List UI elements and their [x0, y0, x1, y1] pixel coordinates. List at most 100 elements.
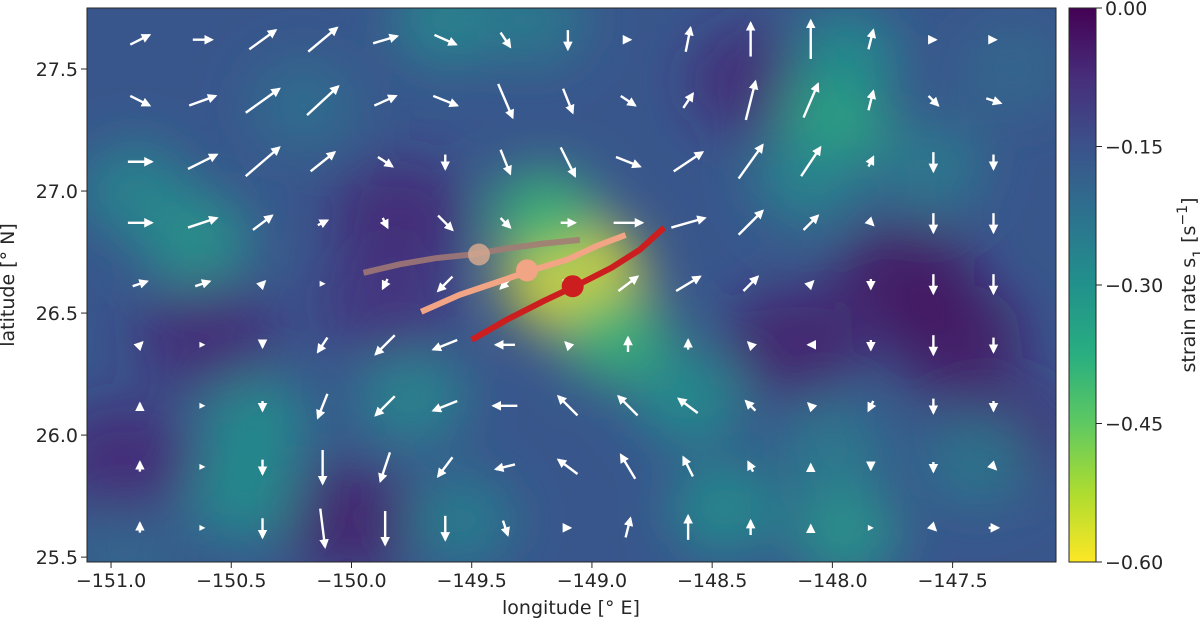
- vector-arrow: [493, 462, 516, 473]
- vector-arrow: [864, 216, 875, 227]
- vector-arrow: [867, 400, 877, 413]
- heatmap-field: [87, 8, 1056, 562]
- x-axis-label: longitude [° E]: [502, 597, 640, 619]
- vector-arrow: [244, 146, 281, 178]
- vector-arrow: [319, 280, 326, 287]
- colorbar-tick-label: 0.00: [1105, 0, 1147, 20]
- vector-arrow: [617, 394, 639, 417]
- vector-arrow: [433, 33, 458, 46]
- track-marker-3: [561, 275, 584, 298]
- heatmap-blob: [248, 58, 359, 153]
- vector-arrow: [194, 279, 212, 289]
- vector-arrow: [129, 94, 152, 107]
- vector-arrow: [377, 155, 394, 168]
- vector-field: [127, 18, 1003, 549]
- vector-arrow: [802, 214, 820, 231]
- x-tick-label: −147.5: [917, 570, 987, 592]
- vector-arrow: [431, 399, 458, 413]
- heatmap-blob: [789, 10, 900, 104]
- heatmap-blob: [356, 351, 467, 446]
- vector-arrow: [436, 275, 454, 293]
- vector-arrow: [615, 155, 642, 169]
- vector-arrow: [559, 146, 577, 178]
- colorbar-gradient: [1068, 7, 1097, 563]
- vector-arrow: [682, 91, 694, 109]
- vector-arrow: [133, 341, 144, 352]
- vector-arrow: [132, 279, 149, 289]
- vector-arrow: [676, 397, 699, 414]
- heatmap-blob: [200, 376, 311, 470]
- x-tick-label: −148.5: [677, 570, 747, 592]
- y-axis-label: latitude [° N]: [0, 223, 19, 347]
- vector-arrow: [381, 278, 391, 291]
- heatmap-blob: [789, 485, 900, 562]
- x-tick-label: −150.0: [316, 570, 386, 592]
- heatmap-blob: [777, 400, 888, 495]
- fault-tracks: [362, 225, 667, 343]
- vector-arrow: [306, 85, 340, 117]
- vector-arrow: [307, 26, 339, 53]
- vector-arrow: [199, 341, 206, 348]
- vector-arrow: [682, 455, 694, 477]
- vector-arrow: [623, 516, 634, 538]
- y-tick-label: 26.0: [36, 425, 78, 447]
- vector-arrow: [670, 215, 707, 229]
- heatmap-blob: [633, 351, 744, 446]
- vector-arrow: [199, 463, 206, 470]
- x-tick-label: −150.5: [196, 570, 266, 592]
- vector-arrow: [431, 338, 458, 352]
- heatmap-blob: [87, 144, 191, 238]
- x-axis: −151.0 −150.5 −150.0 −149.5 −149.0 −148.5 −148…: [76, 562, 988, 592]
- colorbar-tick-label: −0.15: [1105, 137, 1163, 159]
- y-tick-label: 27.5: [36, 59, 78, 81]
- vector-arrow: [199, 524, 206, 531]
- vector-arrow: [432, 94, 460, 108]
- vector-arrow: [319, 508, 329, 549]
- vector-arrow: [866, 89, 877, 111]
- vector-arrow: [747, 460, 756, 473]
- heatmap-blob: [87, 510, 179, 562]
- vector-arrow: [737, 143, 764, 180]
- heatmap-blob: [188, 449, 299, 543]
- y-tick-label: 27.0: [36, 181, 78, 203]
- colorbar-label: strain rate s1 [s−1]: [1175, 197, 1200, 372]
- heatmap-low: [137, 282, 278, 393]
- plot-frame: [86, 7, 1057, 563]
- vector-arrow: [620, 94, 637, 107]
- colorbar-tick-label: −0.30: [1105, 275, 1163, 297]
- heatmap-blob: [921, 412, 1032, 507]
- vector-arrow: [199, 402, 206, 409]
- heatmap-low: [834, 221, 975, 332]
- vector-arrow: [927, 95, 940, 107]
- vector-arrow: [802, 82, 820, 119]
- vector-arrow: [188, 94, 218, 107]
- colorbar-tick-label: −0.60: [1105, 552, 1163, 574]
- x-tick-label: −149.0: [557, 570, 627, 592]
- heatmap-blob: [669, 461, 780, 556]
- vector-arrow: [317, 219, 330, 229]
- vector-arrow: [561, 88, 575, 115]
- vector-arrow: [252, 214, 274, 231]
- vector-arrow: [436, 456, 454, 478]
- vector-arrow: [187, 215, 219, 229]
- vector-arrow: [309, 150, 337, 173]
- vector-arrow: [129, 33, 152, 46]
- vector-arrow: [800, 145, 822, 177]
- vector-arrow: [499, 217, 512, 229]
- vector-arrow: [985, 96, 1003, 106]
- track-marker-2: [516, 259, 539, 282]
- vector-arrow: [744, 399, 757, 412]
- vector-arrow: [737, 209, 764, 236]
- x-tick-label: −148.0: [797, 570, 867, 592]
- colorbar: 0.00 −0.15 −0.30 −0.45 −0.60 strain rate s1 …: [1068, 0, 1200, 574]
- vector-arrow: [866, 28, 877, 50]
- vector-arrow: [617, 275, 640, 292]
- vector-arrow: [806, 402, 818, 413]
- vector-arrow: [556, 458, 579, 475]
- x-tick-label: −149.5: [437, 570, 507, 592]
- vector-arrow: [379, 217, 389, 230]
- colorbar-tick-label: −0.45: [1105, 414, 1163, 436]
- vector-arrow: [742, 275, 760, 292]
- vector-arrow: [497, 83, 514, 120]
